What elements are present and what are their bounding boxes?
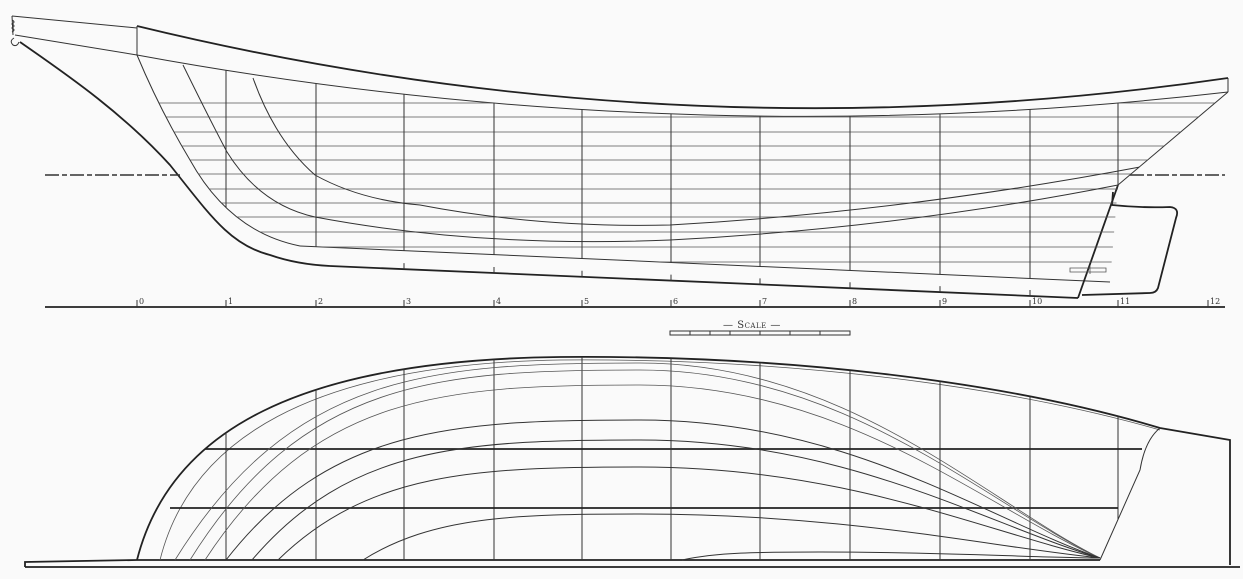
deck-outline	[136, 355, 1231, 565]
station-label-2: 2	[318, 297, 323, 306]
transom	[1099, 427, 1161, 561]
plan-waterlines	[174, 362, 1101, 561]
profile-waterlines	[137, 55, 1228, 282]
plan-grid	[170, 356, 1142, 560]
plan-waterline-3	[225, 419, 1101, 561]
counter-line	[1117, 91, 1229, 186]
station-label-9: 9	[942, 297, 947, 306]
station-label-1: 1	[228, 297, 233, 306]
stem-outer	[19, 41, 331, 267]
station-label-4: 4	[496, 297, 501, 306]
plan-waterline-6	[362, 513, 1101, 561]
deck-outline-2	[159, 359, 1161, 561]
station-label-12: 12	[1210, 297, 1220, 306]
station-label-7: 7	[762, 297, 767, 306]
buttock-line-2	[252, 77, 1141, 226]
station-label-8: 8	[852, 297, 857, 306]
station-label-6: 6	[673, 297, 678, 306]
rail-ends	[136, 26, 1229, 92]
plan-waterline-4	[251, 439, 1101, 561]
plan-waterline-2	[204, 384, 1101, 561]
rudder	[1081, 191, 1179, 296]
rail-top	[136, 25, 1229, 110]
profile-buttocks	[182, 64, 1141, 243]
station-labels: 0 1 2 3 4 5 6 7 8 9 10 11 12	[139, 297, 1220, 306]
station-label-0: 0	[139, 297, 144, 306]
station-label-5: 5	[584, 297, 589, 306]
scale-bar	[669, 330, 851, 336]
scale-label: — Scale —	[723, 320, 781, 331]
plan-waterline-1	[189, 369, 1101, 561]
rail-bottom	[136, 54, 1229, 117]
plan-waterline-7	[681, 551, 1101, 561]
bowsprit-rail	[11, 15, 138, 56]
rabbet-line	[299, 245, 1111, 283]
half-breadth-plan	[24, 355, 1240, 568]
sheer-plan: 0 1 2 3 4 5 6 7 8 9 10 11 12	[10, 15, 1229, 308]
scale: — Scale —	[669, 320, 851, 336]
buttock-line-1	[182, 64, 1119, 243]
plan-baseline	[24, 559, 1240, 568]
station-label-3: 3	[406, 297, 411, 306]
station-label-11: 11	[1120, 297, 1130, 306]
rudder-fitting	[1069, 266, 1107, 274]
station-label-10: 10	[1032, 297, 1042, 306]
station-ticks	[136, 263, 1209, 307]
plan-waterline-0	[174, 362, 1101, 561]
stem-head-scroll	[10, 15, 20, 47]
plan-waterline-5	[277, 466, 1101, 561]
keel-bottom	[329, 265, 1079, 299]
